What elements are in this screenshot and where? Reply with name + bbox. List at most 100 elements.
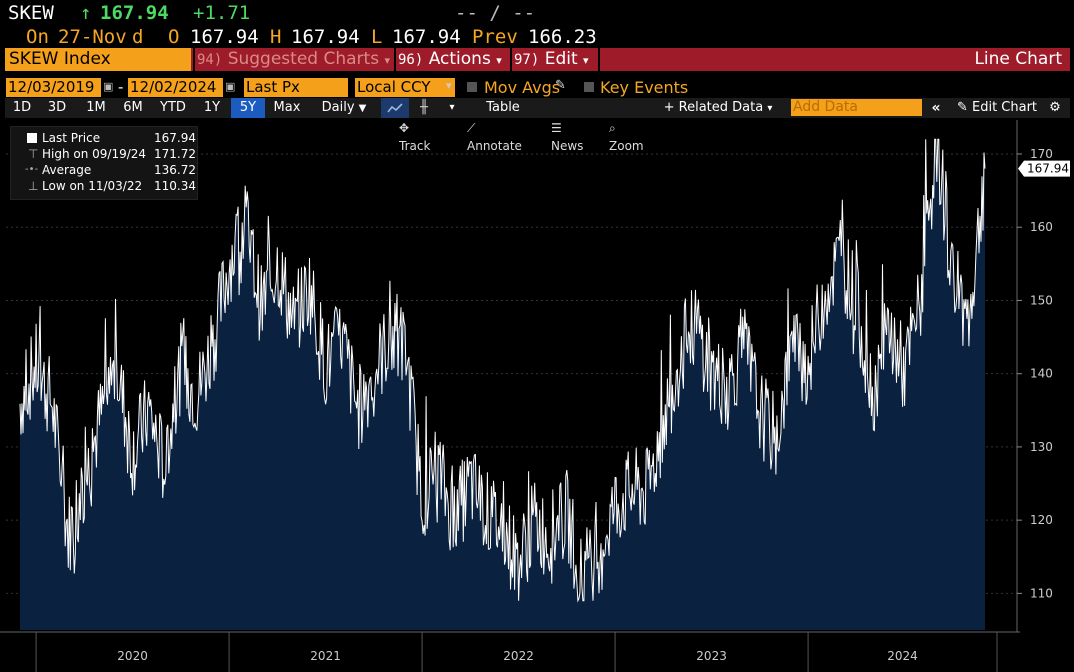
y-tick-label: 150 [1030,293,1053,307]
legend-low-label: Low on 11/03/22 [42,179,143,193]
low-label: L [371,26,383,48]
dropdown-arrow-icon[interactable]: ▾ [449,102,455,113]
price-change: +1.71 [193,2,251,24]
pencil-icon[interactable]: ✎ [555,78,566,93]
period-5y-button[interactable]: 5Y [231,98,265,118]
magnifier-icon: ⌕ [609,121,616,135]
mov-avgs-checkbox[interactable] [467,82,477,92]
add-data-input[interactable]: Add Data [791,99,922,116]
period-3d-button[interactable]: 3D [47,100,67,115]
period-ytd-button[interactable]: YTD [160,100,186,115]
bid-ask: -- / -- [455,2,536,24]
suggested-charts-number: 94) [197,52,223,68]
edit-menu[interactable]: 97) Edit ▾ [514,48,598,71]
legend-low-value: 110.34 [154,179,196,193]
period-1y-button[interactable]: 1Y [203,100,221,115]
legend-last-price-label: Last Price [42,131,101,145]
frequency-select[interactable]: Daily ▼ [311,98,377,118]
legend-row-last-price: Last Price 167.94 [11,130,197,146]
candlestick-icon[interactable]: ╫ [420,100,428,115]
average-marker-icon: -•- [25,164,39,175]
legend-swatch [27,133,37,143]
edit-label: Edit [544,49,578,69]
period-1d-button[interactable]: 1D [12,100,32,115]
security-name-box[interactable]: SKEW Index [5,48,191,71]
on-suffix: d [132,26,144,48]
legend-average-label: Average [42,163,92,177]
legend-row-average: -•- Average 136.72 [11,162,197,178]
calendar-icon[interactable]: ▣ [103,80,114,93]
y-tick-label: 120 [1030,513,1053,527]
high-label: H [270,26,282,48]
ticker-symbol: SKEW [8,2,54,24]
dropdown-arrow-icon: ▼ [358,103,367,114]
period-1m-button[interactable]: 1M [86,100,106,115]
low-marker-icon: ⊥ [28,179,39,193]
period-6m-button[interactable]: 6M [123,100,143,115]
last-value-tag: 167.94 [1018,160,1070,177]
frequency-label: Daily [321,100,355,115]
line-chart-icon[interactable] [381,98,409,118]
table-button[interactable]: Table [486,100,520,115]
ticker-quote-row: On 27-Nov d O 167.94 H 167.94 L 167.94 P… [0,24,1074,48]
dropdown-arrow-icon: ▾ [583,54,589,67]
chart-settings-row: 12/03/2019 ▣ - 12/02/2024 ▣ Last Px Loca… [0,78,1074,98]
dropdown-arrow-icon: ▾ [496,54,502,67]
y-axis: 110 120 130 140 150 160 170 [1016,120,1053,632]
zoom-tool[interactable]: ⌕ Zoom [609,119,644,153]
price-area-fill [20,139,985,631]
field-select[interactable]: Last Px [244,78,348,97]
zoom-label: Zoom [609,139,644,153]
actions-number: 96) [398,52,424,68]
suggested-charts-menu[interactable]: 94) Suggested Charts ▾ [197,48,393,71]
on-date: 27-Nov [58,26,127,48]
related-data-menu[interactable]: + Related Data ▾ [655,98,781,118]
high-value: 167.94 [291,26,360,48]
actions-menu[interactable]: 96) Actions ▾ [398,48,510,71]
x-tick-label: 2020 [117,649,148,663]
price-line [19,138,986,603]
legend-row-high: ⊤ High on 09/19/24 171.72 [11,146,197,162]
legend-row-low: ⊥ Low on 11/03/22 110.34 [11,178,197,194]
chart-toolbar: 1D 3D 1M 6M YTD 1Y 5Y Max Daily ▼ ╫ ▾ Ta… [5,98,1070,118]
collapse-icon[interactable]: « [931,100,941,116]
actions-label: Actions [428,49,491,69]
dropdown-arrow-icon: ▾ [767,103,773,114]
mov-avgs-label: Mov Avgs [484,78,561,97]
period-max-button[interactable]: Max [273,100,301,115]
chart-type-label: Line Chart [974,49,1062,69]
x-axis: 2020 2021 2022 2023 2024 [0,631,1020,672]
end-date-input[interactable]: 12/02/2024 [128,78,223,97]
legend-high-value: 171.72 [154,147,196,161]
x-tick-label: 2024 [887,649,918,663]
last-price: 167.94 [100,2,169,24]
key-events-checkbox[interactable] [584,82,594,92]
edit-chart-button[interactable]: ✎ Edit Chart [949,98,1045,118]
annotate-tool[interactable]: ⟋ Annotate [467,119,522,153]
x-tick-label: 2021 [310,649,341,663]
y-tick-label: 110 [1030,586,1053,600]
gear-icon[interactable]: ⚙ [1049,100,1061,115]
last-value-label: 167.94 [1027,162,1069,176]
on-label: On [26,26,49,48]
dropdown-arrow-icon[interactable]: ▾ [446,79,452,92]
open-value: 167.94 [190,26,259,48]
high-marker-icon: ⊤ [28,147,39,161]
up-arrow-icon: ↑ [80,2,92,24]
ticker-header: SKEW ↑ 167.94 +1.71 -- / -- [0,0,1074,24]
news-tool[interactable]: ☰ News [551,119,583,153]
legend-average-value: 136.72 [154,163,196,177]
currency-select[interactable]: Local CCY [355,78,455,97]
calendar-icon[interactable]: ▣ [225,80,236,93]
edit-chart-label: Edit Chart [972,100,1038,115]
track-tool[interactable]: ✥ Track [399,119,430,153]
start-date-input[interactable]: 12/03/2019 [6,78,101,97]
y-tick-label: 130 [1030,440,1053,454]
edit-number: 97) [514,52,540,68]
plus-icon: + [663,100,675,115]
prev-value: 166.23 [528,26,597,48]
news-icon: ☰ [551,121,562,135]
dropdown-arrow-icon: ▾ [384,54,390,67]
chart-legend[interactable]: Last Price 167.94 ⊤ High on 09/19/24 171… [10,126,198,200]
